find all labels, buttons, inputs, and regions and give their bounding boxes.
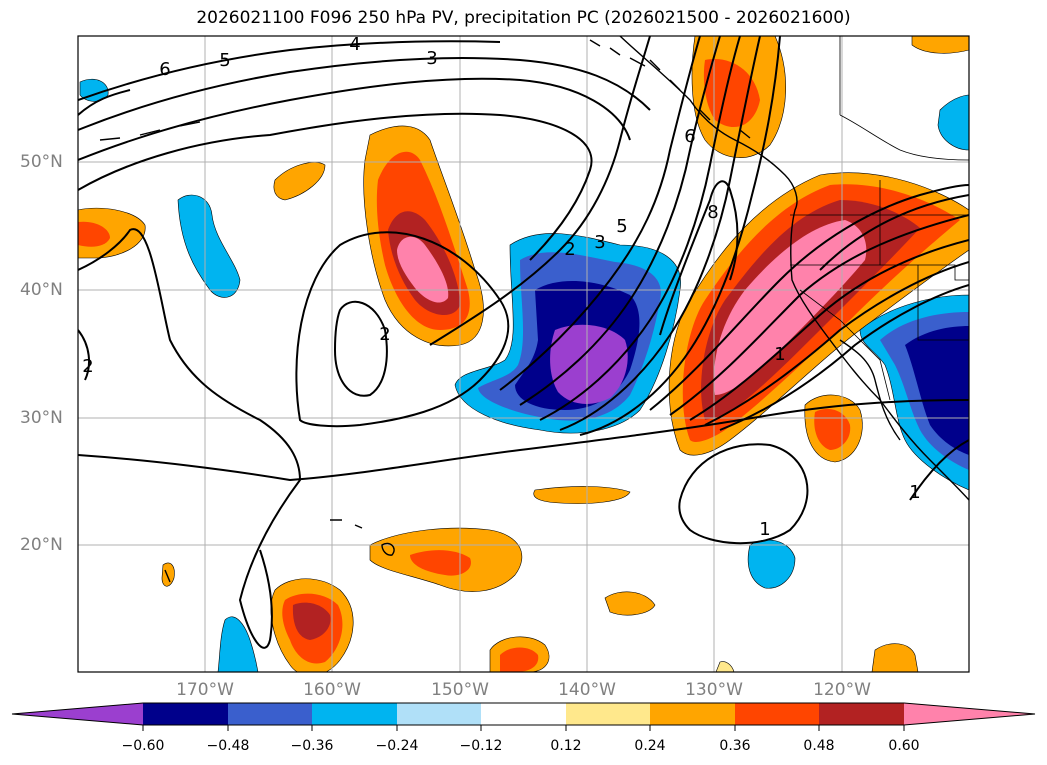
- colorbar-tick-label: −0.36: [290, 738, 334, 754]
- lat-label-30n: 30°N: [20, 408, 63, 428]
- colorbar-segment: [481, 703, 566, 725]
- contour-label: 1: [759, 519, 770, 540]
- lon-label-170w: 170°W: [176, 680, 234, 700]
- colorbar-tick-label: 0.48: [803, 738, 835, 754]
- colorbar-tick-label: −0.60: [121, 738, 165, 754]
- colorbar-tick-label: 0.60: [888, 738, 920, 754]
- contour-label: 2: [379, 324, 390, 345]
- colorbar-segment: [735, 703, 819, 725]
- coast-north-america: [619, 36, 969, 501]
- colorbar-tick-label: −0.12: [459, 738, 503, 754]
- contour-label: 2: [564, 239, 575, 260]
- colorbar-segment: [312, 703, 397, 725]
- map-frame: [77, 35, 970, 673]
- contour-label: 6: [159, 59, 170, 80]
- lon-label-160w: 160°W: [303, 680, 361, 700]
- pv-contour-loop: [295, 231, 510, 428]
- lat-label-50n: 50°N: [20, 152, 63, 172]
- contour-label: 8: [707, 202, 718, 223]
- colorbar-segment: [143, 703, 228, 725]
- contour-label: 3: [594, 232, 605, 253]
- colorbar-tick-label: 0.12: [550, 738, 582, 754]
- lon-label-140w: 140°W: [558, 680, 616, 700]
- colorbar: [11, 702, 1036, 731]
- colorbar-tick-label: −0.48: [206, 738, 250, 754]
- contour-label: 2: [82, 356, 93, 377]
- colorbar-segment: [566, 703, 650, 725]
- contour-label: 5: [219, 50, 230, 71]
- contour-label: 5: [616, 216, 627, 237]
- gridlines: [78, 36, 969, 672]
- lon-label-120w: 120°W: [813, 680, 871, 700]
- contour-label: 1: [909, 482, 920, 503]
- colorbar-segment: [12, 703, 143, 725]
- pv-contours: [78, 36, 969, 649]
- colorbar-segment: [228, 703, 312, 725]
- lat-label-40n: 40°N: [20, 280, 63, 300]
- lon-label-130w: 130°W: [685, 680, 743, 700]
- contour-label: 6: [684, 126, 695, 147]
- colorbar-segment: [904, 703, 1035, 725]
- map-title: 2026021100 F096 250 hPa PV, precipitatio…: [196, 8, 851, 28]
- contour-label: 4: [349, 34, 360, 55]
- state-borders: [790, 36, 969, 401]
- colorbar-segment: [650, 703, 735, 725]
- coastlines: [99, 36, 969, 583]
- lat-label-20n: 20°N: [20, 535, 63, 555]
- contour-labels: 6 5 4 3 2 2 3 5 6 8 1 1 1 2: [82, 34, 920, 540]
- colorbar-tick-label: 0.24: [634, 738, 666, 754]
- colorbar-segment: [397, 703, 481, 725]
- precip-negative-areas: [79, 78, 969, 672]
- contour-label: 1: [774, 344, 785, 365]
- colorbar-tick-label: −0.24: [375, 738, 419, 754]
- lon-label-150w: 150°W: [431, 680, 489, 700]
- colorbar-tick-label: 0.36: [719, 738, 751, 754]
- contour-label: 3: [426, 48, 437, 69]
- precip-positive-areas: [78, 36, 969, 672]
- pv-contour-2-west: [78, 399, 969, 482]
- colorbar-segment: [819, 703, 904, 725]
